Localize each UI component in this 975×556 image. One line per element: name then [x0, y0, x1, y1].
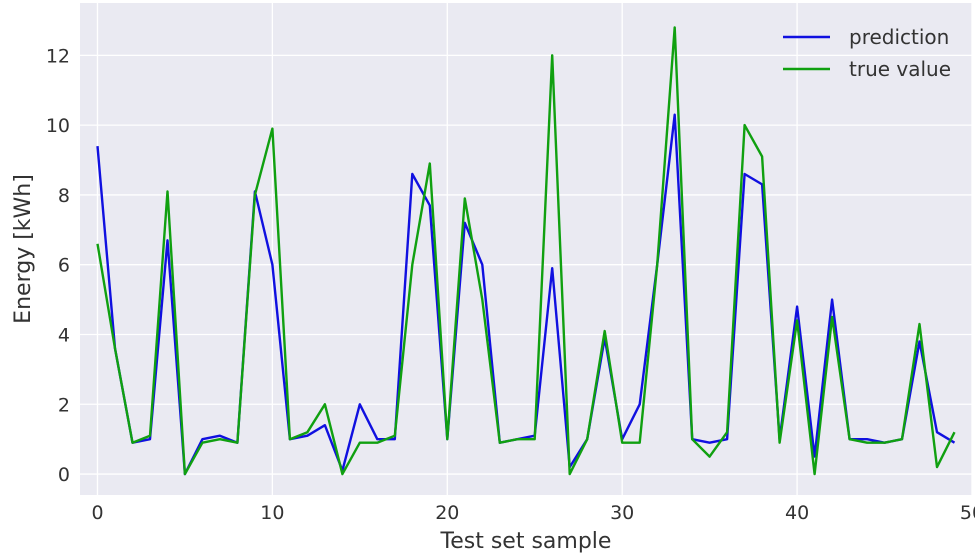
- x-axis-ticks: 0 10 20 30 40 50: [91, 502, 975, 524]
- x-tick-label: 40: [785, 502, 809, 524]
- y-tick-label: 4: [58, 324, 70, 346]
- series-layer: [96, 26, 956, 476]
- legend-label-true-value: true value: [849, 57, 951, 81]
- x-tick-label: 30: [610, 502, 634, 524]
- legend: prediction true value: [783, 25, 951, 81]
- y-tick-label: 6: [58, 255, 70, 277]
- x-tick-label: 20: [435, 502, 459, 524]
- grid: [80, 3, 973, 495]
- y-tick-label: 2: [58, 394, 70, 416]
- y-tick-label: 8: [58, 185, 70, 207]
- legend-label-prediction: prediction: [849, 25, 949, 49]
- y-tick-label: 12: [46, 45, 70, 67]
- y-axis-label: Energy [kWh]: [11, 174, 36, 324]
- x-tick-label: 10: [260, 502, 284, 524]
- x-tick-label: 0: [91, 502, 103, 524]
- plot-area: [80, 3, 972, 495]
- y-tick-label: 10: [46, 115, 70, 137]
- x-tick-label: 50: [960, 502, 975, 524]
- series-line-true-value: [96, 26, 956, 476]
- x-axis-label: Test set sample: [440, 529, 612, 554]
- y-tick-label: 0: [58, 464, 70, 486]
- y-axis-ticks: 0 2 4 6 8 10 12: [46, 45, 70, 486]
